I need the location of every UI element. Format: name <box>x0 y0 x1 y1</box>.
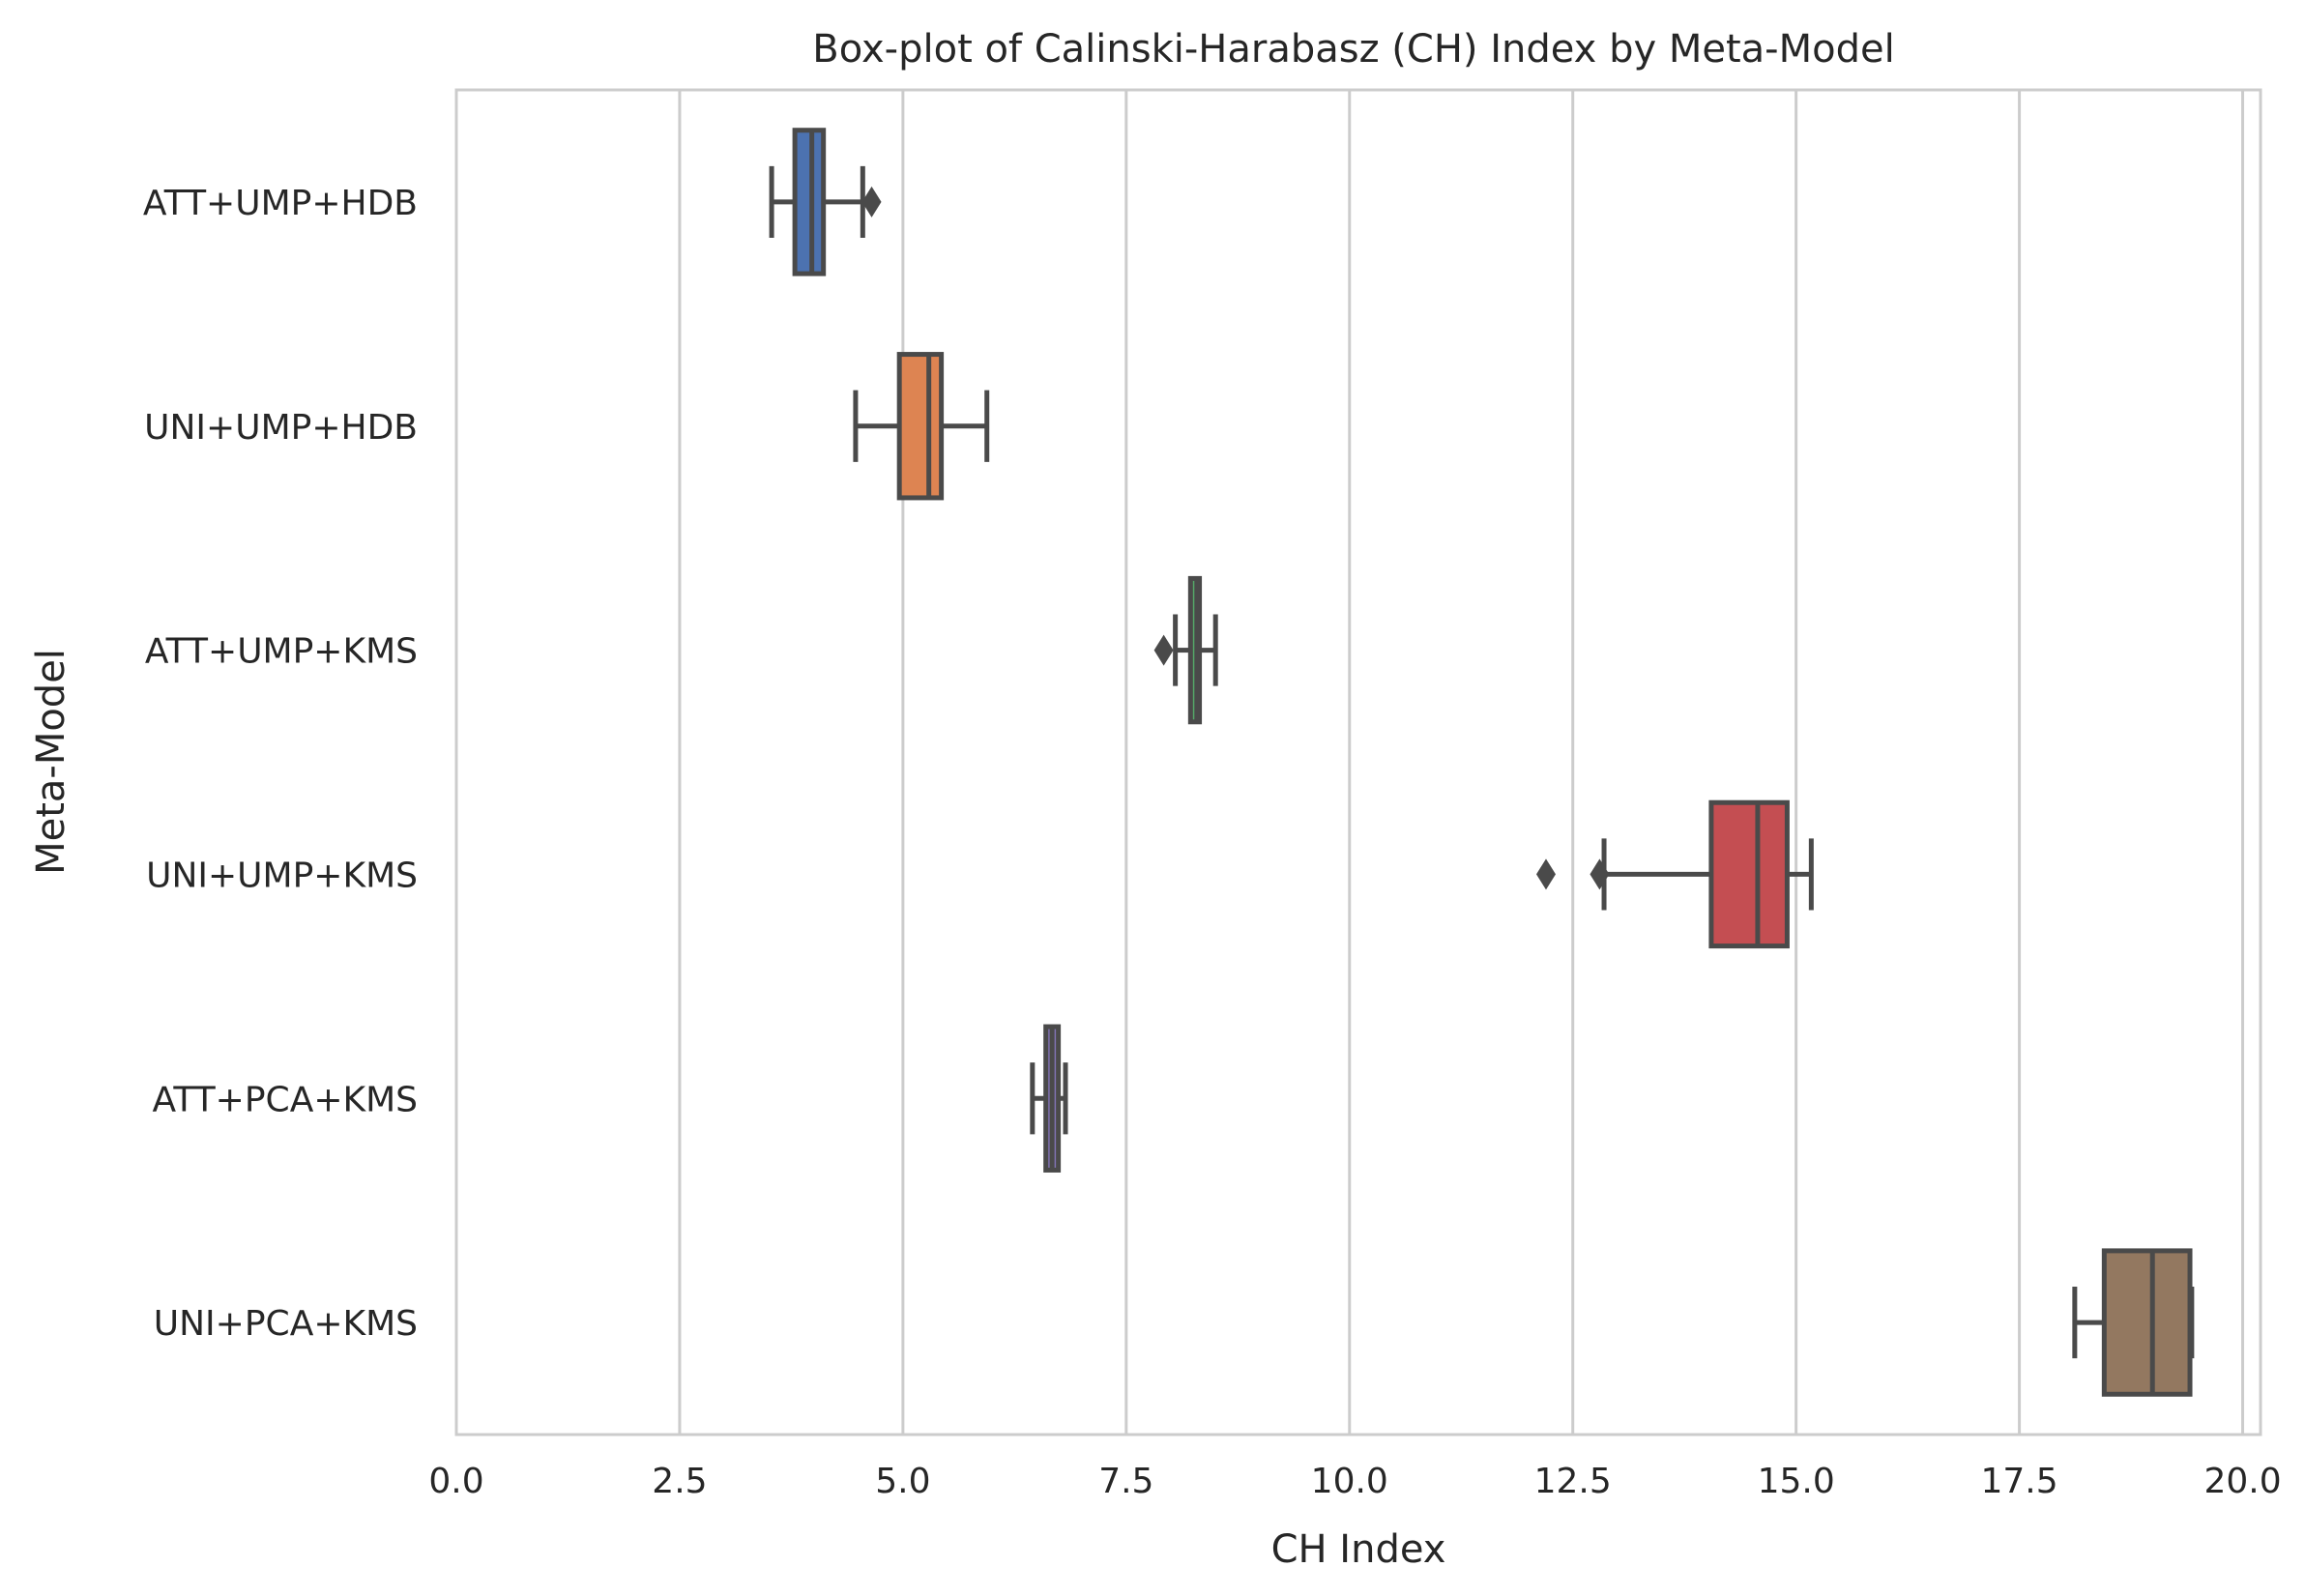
outlier-marker-0 <box>1535 858 1556 890</box>
box-uni-ump-kms <box>1535 799 1814 949</box>
outlier-marker-0 <box>861 186 882 218</box>
x-tick-label-1: 2.5 <box>652 1462 707 1501</box>
box-iqr <box>792 128 827 276</box>
x-tick-label-6: 15.0 <box>1758 1462 1835 1501</box>
x-tick-label-0: 0.0 <box>428 1462 483 1501</box>
boxes <box>769 128 2195 1397</box>
box-att-ump-hdb <box>769 128 882 276</box>
chart-title: Box-plot of Calinski-Harabasz (CH) Index… <box>812 27 1894 72</box>
grid-lines <box>454 90 2245 1435</box>
box-att-pca-kms <box>1030 1024 1068 1173</box>
x-tick-label-8: 20.0 <box>2203 1462 2281 1501</box>
box-iqr <box>1708 799 1790 949</box>
x-tick-label-5: 12.5 <box>1534 1462 1612 1501</box>
outlier-marker-0 <box>1153 634 1174 666</box>
x-axis-label: CH Index <box>1271 1527 1446 1572</box>
y-category-label-5: UNI+PCA+KMS <box>154 1304 418 1344</box>
y-category-label-0: ATT+UMP+HDB <box>143 184 418 223</box>
box-att-ump-kms <box>1153 575 1218 725</box>
outlier-marker-1 <box>1590 858 1610 890</box>
y-category-label-1: UNI+UMP+HDB <box>144 408 418 448</box>
y-category-labels: ATT+UMP+HDB UNI+UMP+HDB ATT+UMP+KMS UNI+UMP… <box>143 184 418 1344</box>
box-uni-pca-kms <box>2072 1248 2195 1397</box>
box-iqr <box>2101 1248 2193 1397</box>
box-iqr <box>896 352 945 501</box>
box-uni-ump-hdb <box>853 352 990 501</box>
x-tick-label-3: 7.5 <box>1098 1462 1153 1501</box>
x-tick-label-7: 17.5 <box>1981 1462 2058 1501</box>
y-axis-label: Meta-Model <box>29 649 73 875</box>
y-category-label-4: ATT+PCA+KMS <box>153 1080 419 1119</box>
x-tick-labels: 0.0 2.5 5.0 7.5 10.0 12.5 15.0 17.5 20.0 <box>428 1462 2281 1501</box>
y-category-label-2: ATT+UMP+KMS <box>145 632 418 672</box>
x-tick-label-2: 5.0 <box>875 1462 930 1501</box>
x-tick-label-4: 10.0 <box>1311 1462 1388 1501</box>
y-category-label-3: UNI+UMP+KMS <box>146 856 418 895</box>
plot-frame <box>454 88 2262 1436</box>
